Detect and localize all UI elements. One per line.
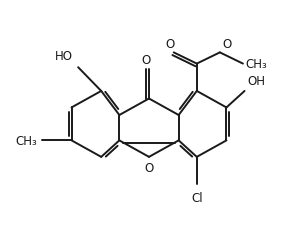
Text: O: O [222, 38, 232, 51]
Text: Cl: Cl [191, 191, 203, 204]
Text: O: O [142, 54, 151, 67]
Text: O: O [165, 38, 174, 51]
Text: O: O [144, 161, 154, 174]
Text: CH₃: CH₃ [246, 58, 267, 71]
Text: OH: OH [248, 75, 266, 88]
Text: CH₃: CH₃ [16, 134, 38, 147]
Text: HO: HO [55, 50, 73, 63]
